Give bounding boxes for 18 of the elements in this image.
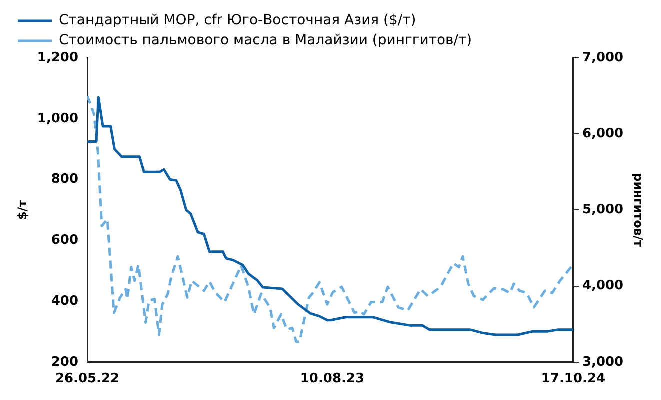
x-tick-label: 17.10.24	[541, 372, 606, 387]
y2-tick-label: 7,000	[582, 50, 624, 66]
y-tick-label: 1,200	[37, 50, 79, 66]
x-tick-label: 26.05.22	[55, 372, 120, 387]
y-tick-label: 600	[51, 233, 79, 248]
y2-tick-label: 4,000	[582, 278, 624, 294]
y-tick-label: 1,000	[37, 111, 79, 126]
y-tick-label: 200	[51, 354, 79, 370]
x-tick-label: 10.08.23	[300, 372, 365, 387]
y2-axis-title: рингитов/т	[632, 173, 646, 248]
y-tick-label: 400	[51, 294, 79, 309]
y2-tick-label: 6,000	[582, 126, 624, 142]
y-axis-title: $/т	[15, 200, 30, 220]
y2-tick-label: 3,000	[582, 354, 624, 370]
y-tick-label: 800	[51, 172, 79, 188]
y2-tick-label: 5,000	[582, 202, 624, 218]
legend-label: Стоимость пальмового масла в Малайзии (ринггитов/т)	[59, 32, 472, 49]
legend-label: Стандартный MOP, cfr Юго-Восточная Азия ($/т)	[59, 12, 416, 29]
